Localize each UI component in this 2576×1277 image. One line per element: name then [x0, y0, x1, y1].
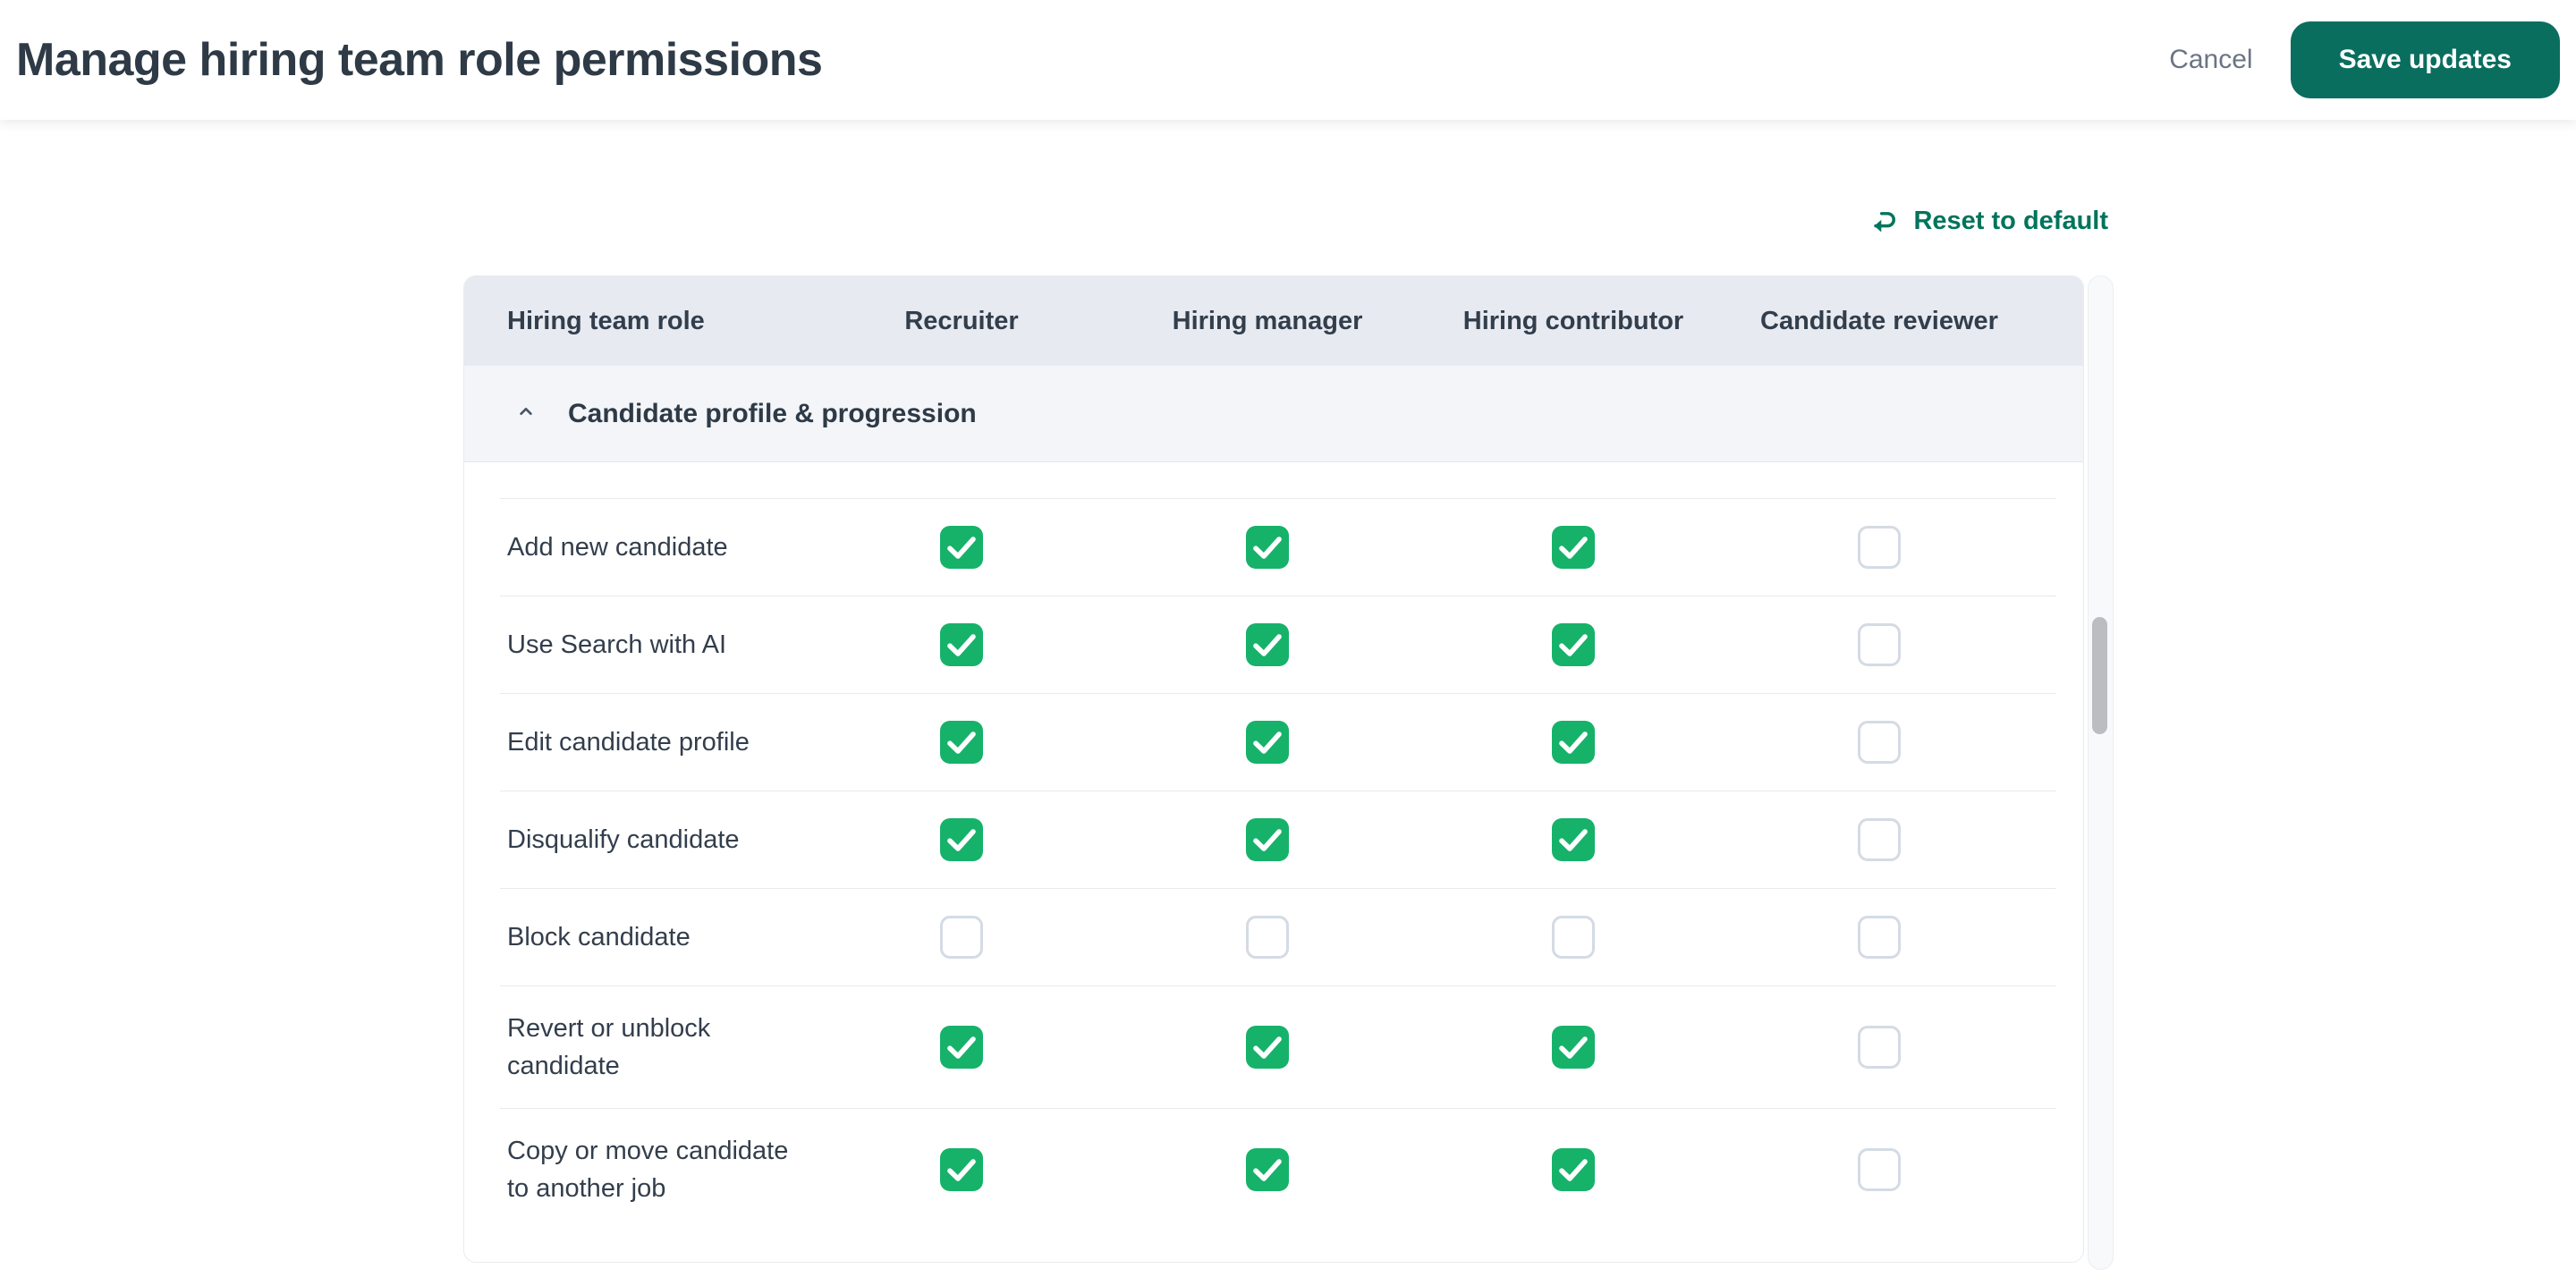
permission-checkbox-checked[interactable]: [940, 526, 983, 569]
column-header-hiring-team-role: Hiring team role: [507, 306, 705, 335]
permission-row: Edit candidate profile: [464, 694, 2083, 791]
save-updates-button[interactable]: Save updates: [2290, 21, 2560, 98]
permission-label: Edit candidate profile: [507, 728, 750, 757]
table-scrollbar-track[interactable]: [2088, 275, 2114, 1270]
table-header-row: Hiring team role Recruiter Hiring manage…: [464, 276, 2083, 366]
return-arrow-icon: [1870, 207, 1899, 236]
reset-to-default-label: Reset to default: [1913, 207, 2108, 235]
checkbox-cell: [1420, 721, 1726, 764]
checkbox-cell: [1114, 916, 1420, 959]
checkbox-cell: [1114, 1148, 1420, 1191]
permission-label: Revert or unblock candidate: [507, 1014, 711, 1080]
permission-checkbox-checked[interactable]: [1552, 1148, 1595, 1191]
permission-checkbox-checked[interactable]: [1246, 1148, 1289, 1191]
checkbox-cell: [1420, 1148, 1726, 1191]
permission-checkbox-checked[interactable]: [1552, 1026, 1595, 1069]
permission-checkbox-checked[interactable]: [1552, 526, 1595, 569]
column-header-candidate-reviewer: Candidate reviewer: [1760, 306, 1998, 335]
checkbox-cell: [1726, 526, 2032, 569]
permission-checkbox-unchecked[interactable]: [1858, 818, 1901, 861]
checkbox-cell: [809, 721, 1114, 764]
row-divider: [500, 985, 2056, 986]
checkbox-cell: [1114, 1026, 1420, 1069]
checkbox-cell: [1114, 623, 1420, 666]
cancel-button[interactable]: Cancel: [2164, 45, 2258, 75]
permission-row: Disqualify candidate: [464, 791, 2083, 888]
permission-checkbox-unchecked[interactable]: [1552, 916, 1595, 959]
permission-checkbox-unchecked[interactable]: [1246, 916, 1289, 959]
row-divider: [500, 888, 2056, 889]
permission-checkbox-checked[interactable]: [1246, 623, 1289, 666]
column-header-hiring-contributor: Hiring contributor: [1462, 306, 1684, 335]
permission-checkbox-checked[interactable]: [940, 1148, 983, 1191]
permission-checkbox-checked[interactable]: [1246, 818, 1289, 861]
permission-checkbox-unchecked[interactable]: [1858, 721, 1901, 764]
permission-checkbox-checked[interactable]: [1552, 818, 1595, 861]
checkbox-cell: [1420, 818, 1726, 861]
permission-checkbox-unchecked[interactable]: [940, 916, 983, 959]
permission-row: Copy or move candidate to another job: [464, 1109, 2083, 1230]
column-header-recruiter: Recruiter: [904, 306, 1019, 335]
table-scrollbar-thumb[interactable]: [2092, 617, 2107, 734]
checkbox-cell: [1114, 526, 1420, 569]
checkbox-cell: [809, 818, 1114, 861]
checkbox-cell: [1726, 916, 2032, 959]
permission-checkbox-checked[interactable]: [1552, 623, 1595, 666]
permission-rows: Add new candidate Use Search with AI Edi…: [464, 498, 2083, 1230]
checkbox-cell: [1726, 818, 2032, 861]
permission-checkbox-unchecked[interactable]: [1858, 916, 1901, 959]
permission-checkbox-checked[interactable]: [940, 721, 983, 764]
permission-checkbox-checked[interactable]: [940, 623, 983, 666]
permission-row: Block candidate: [464, 889, 2083, 985]
permission-label: Copy or move candidate to another job: [507, 1137, 789, 1203]
permission-checkbox-checked[interactable]: [1246, 1026, 1289, 1069]
rows-spacer: [464, 462, 2083, 498]
permission-checkbox-checked[interactable]: [940, 1026, 983, 1069]
checkbox-cell: [1114, 818, 1420, 861]
checkbox-cell: [1726, 1026, 2032, 1069]
permissions-table: Hiring team role Recruiter Hiring manage…: [463, 275, 2084, 1263]
permission-label: Block candidate: [507, 923, 691, 951]
checkbox-cell: [809, 1148, 1114, 1191]
permission-checkbox-unchecked[interactable]: [1858, 1026, 1901, 1069]
checkbox-cell: [1726, 623, 2032, 666]
permission-checkbox-checked[interactable]: [940, 818, 983, 861]
checkbox-cell: [1420, 623, 1726, 666]
checkbox-cell: [809, 916, 1114, 959]
top-bar: Manage hiring team role permissions Canc…: [0, 0, 2576, 120]
section-title: Candidate profile & progression: [568, 398, 977, 428]
checkbox-cell: [1114, 721, 1420, 764]
permission-checkbox-unchecked[interactable]: [1858, 623, 1901, 666]
permission-label: Add new candidate: [507, 533, 728, 562]
topbar-actions: Cancel Save updates: [2164, 21, 2560, 98]
chevron-up-icon: [514, 400, 538, 427]
checkbox-cell: [809, 623, 1114, 666]
checkbox-cell: [809, 526, 1114, 569]
column-header-hiring-manager: Hiring manager: [1172, 306, 1363, 335]
checkbox-cell: [1420, 916, 1726, 959]
permission-checkbox-checked[interactable]: [1246, 721, 1289, 764]
bottom-padding: [464, 1230, 2083, 1247]
checkbox-cell: [1726, 721, 2032, 764]
permission-label: Disqualify candidate: [507, 825, 740, 854]
page-title: Manage hiring team role permissions: [16, 34, 823, 86]
permission-row: Revert or unblock candidate: [464, 986, 2083, 1108]
permission-checkbox-unchecked[interactable]: [1858, 1148, 1901, 1191]
checkbox-cell: [1420, 1026, 1726, 1069]
checkbox-cell: [809, 1026, 1114, 1069]
row-divider: [500, 693, 2056, 694]
section-toggle-candidate-profile[interactable]: Candidate profile & progression: [464, 366, 2083, 462]
permission-checkbox-unchecked[interactable]: [1858, 526, 1901, 569]
permission-checkbox-checked[interactable]: [1552, 721, 1595, 764]
reset-to-default-button[interactable]: Reset to default: [1865, 206, 2114, 237]
checkbox-cell: [1726, 1148, 2032, 1191]
row-divider: [500, 1108, 2056, 1109]
row-divider: [500, 498, 2056, 499]
permission-label: Use Search with AI: [507, 630, 726, 659]
checkbox-cell: [1420, 526, 1726, 569]
permission-checkbox-checked[interactable]: [1246, 526, 1289, 569]
permission-row: Use Search with AI: [464, 596, 2083, 693]
permission-row: Add new candidate: [464, 499, 2083, 596]
